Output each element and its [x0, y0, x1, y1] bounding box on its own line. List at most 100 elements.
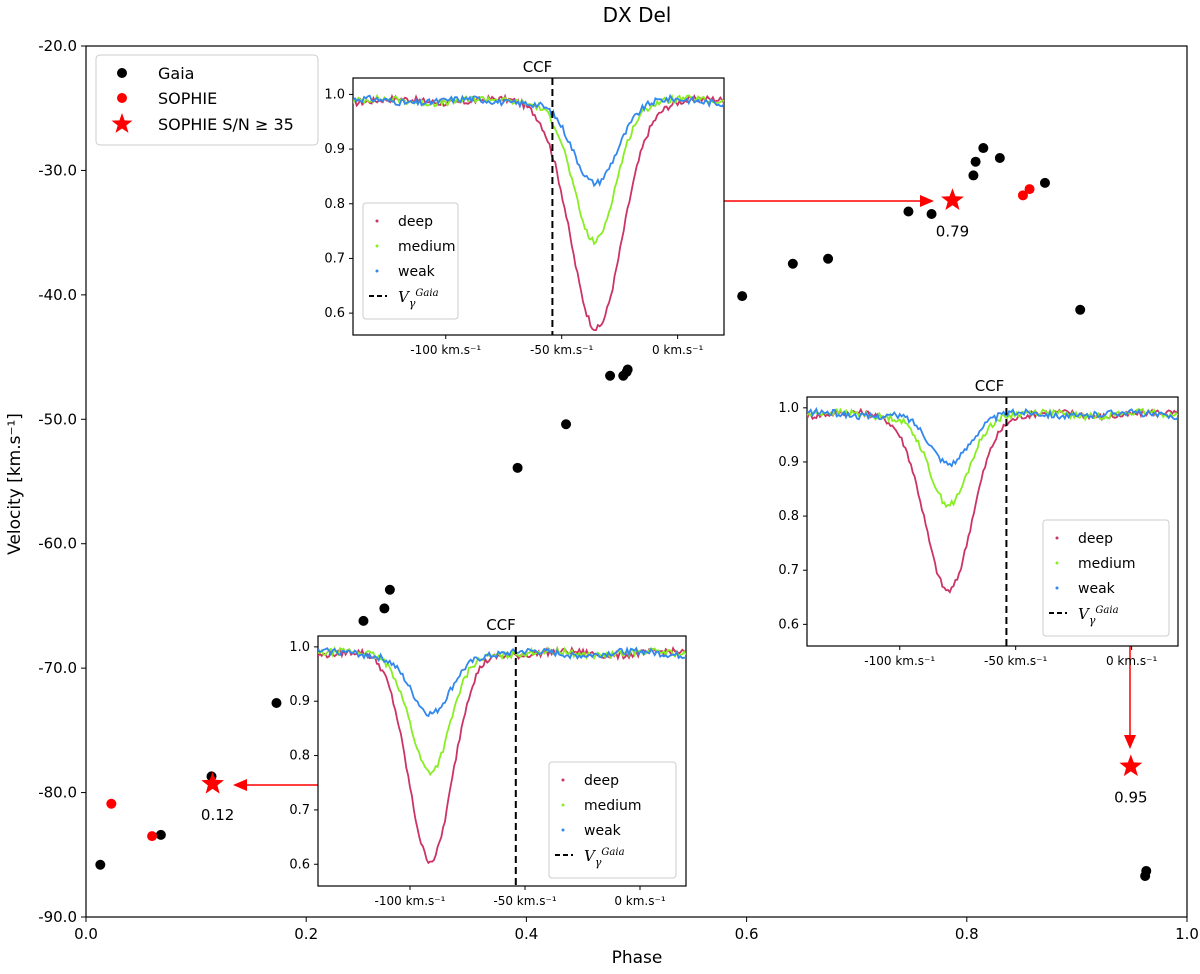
ccf-insets: CCF 0.6 0.7 0.8 0.9 1.0 -100 km.s⁻¹ -50 km.s⁻¹ 0… — [289, 58, 1179, 908]
gaia-point — [561, 419, 572, 430]
ccf-legend-marker — [375, 244, 379, 248]
ccf-legend-label: weak — [584, 823, 622, 839]
ccf-legend-vgamma-label: VγGaia — [1078, 605, 1119, 627]
legend-sophie-sn-label: SOPHIE S/N ≥ 35 — [158, 115, 294, 134]
x-axis-label: Phase — [612, 948, 663, 968]
ccf-weak-line — [353, 93, 724, 188]
ccf-legend-label: weak — [1078, 581, 1116, 597]
y-axis-label: Velocity [km.s⁻¹] — [5, 413, 25, 555]
gaia-point — [384, 584, 395, 595]
ccf-legend-label: medium — [1078, 556, 1136, 572]
gaia-point — [1141, 865, 1152, 876]
main-plot-frame — [85, 45, 1188, 918]
ccf-legend: deep medium weak VγGaia — [1042, 519, 1170, 637]
ccf-legend-vgamma-label: VγGaia — [584, 847, 625, 869]
ccf-y-tick-label: 1.0 — [289, 640, 310, 655]
legend-sophie-sn-marker — [111, 113, 133, 133]
ccf-x-tick-label: -50 km.s⁻¹ — [984, 654, 1047, 668]
ccf-curves — [807, 406, 1178, 594]
ccf-y-tick-label: 1.0 — [324, 87, 345, 102]
sophie-sn-star — [201, 771, 224, 794]
ccf-y-tick-label: 0.8 — [324, 197, 345, 212]
sophie-point — [1024, 184, 1035, 195]
ccf-weak-line — [318, 646, 686, 718]
ccf-legend-box — [1042, 519, 1170, 637]
ccf-legend-label: medium — [398, 239, 456, 255]
ccf-legend-marker — [1055, 586, 1059, 590]
ccf-legend-box — [362, 202, 459, 320]
gaia-point — [994, 152, 1005, 163]
ccf-legend-box — [548, 761, 677, 879]
ccf-inset: CCF 0.6 0.7 0.8 0.9 1.0 -100 km.s⁻¹ -50 km.s⁻¹ 0… — [324, 58, 725, 357]
sophie-point — [147, 831, 158, 842]
y-tick-label: -40.0 — [38, 286, 77, 304]
gaia-point — [823, 253, 834, 264]
gaia-point — [970, 156, 981, 167]
ccf-legend-label: deep — [398, 214, 433, 230]
main-data-points: 0.12 0.79 0.95 — [95, 143, 1152, 881]
gaia-point — [968, 170, 979, 181]
y-tick-label: -60.0 — [38, 535, 77, 553]
legend-sophie-marker — [117, 93, 127, 103]
gaia-point — [622, 364, 633, 375]
gaia-point — [1075, 304, 1086, 315]
ccf-weak-line — [807, 406, 1178, 468]
y-tick-label: -80.0 — [38, 784, 77, 802]
sophie-sn-star — [1119, 754, 1143, 777]
ccf-y-tick-label: 0.7 — [778, 563, 799, 578]
ccf-curves — [353, 93, 724, 331]
ccf-y-tick-label: 0.9 — [289, 694, 310, 709]
x-tick-label: 0.4 — [514, 925, 538, 943]
ccf-y-tick-label: 0.9 — [778, 455, 799, 470]
ccf-legend-marker — [1055, 561, 1059, 565]
ccf-x-tick-label: 0 km.s⁻¹ — [1106, 654, 1157, 668]
ccf-deep-line — [807, 407, 1178, 594]
ccf-y-tick-label: 1.0 — [778, 401, 799, 416]
ccf-y-tick-label: 0.8 — [289, 749, 310, 764]
gaia-point — [605, 370, 616, 381]
gaia-point — [1039, 177, 1050, 188]
sophie-point — [1017, 190, 1028, 201]
ccf-x-tick-label: -50 km.s⁻¹ — [493, 894, 556, 908]
arrow-bottom-head — [233, 779, 247, 791]
ccf-x-tick-label: -100 km.s⁻¹ — [864, 654, 935, 668]
gaia-point — [155, 829, 166, 840]
x-tick-label: 0.0 — [74, 925, 98, 943]
ccf-title: CCF — [975, 377, 1005, 395]
gaia-point — [737, 291, 748, 302]
main-axis-ticks: 0.0 0.2 0.4 0.6 0.8 1.0 -90.0 -80.0 -70.0 -60.0 -5… — [38, 37, 1199, 943]
gaia-point — [512, 462, 523, 473]
annotation-arrows — [233, 195, 1136, 791]
gaia-point — [95, 859, 106, 870]
phase-label: 0.12 — [201, 806, 234, 824]
x-tick-label: 0.8 — [955, 925, 979, 943]
ccf-legend-marker — [375, 269, 379, 273]
ccf-legend-marker — [561, 778, 565, 782]
ccf-x-tick-label: 0 km.s⁻¹ — [652, 343, 703, 357]
sophie-sn-star — [941, 188, 964, 210]
ccf-x-tick-label: -100 km.s⁻¹ — [410, 343, 481, 357]
x-tick-label: 1.0 — [1175, 925, 1199, 943]
ccf-inset: CCF 0.6 0.7 0.8 0.9 1.0 -100 km.s⁻¹ -50 km.s⁻¹ 0… — [778, 377, 1179, 668]
y-tick-label: -30.0 — [38, 161, 77, 179]
ccf-title: CCF — [523, 58, 553, 76]
gaia-point — [358, 615, 369, 626]
ccf-inset: CCF 0.6 0.7 0.8 0.9 1.0 -100 km.s⁻¹ -50 km.s⁻¹ 0… — [289, 616, 687, 908]
phase-label: 0.95 — [1114, 788, 1147, 806]
legend-gaia-label: Gaia — [158, 64, 194, 83]
ccf-legend: deep medium weak VγGaia — [548, 761, 677, 879]
ccf-legend-vgamma-label: VγGaia — [398, 288, 439, 310]
y-tick-label: -50.0 — [38, 410, 77, 428]
ccf-y-tick-label: 0.7 — [324, 251, 345, 266]
ccf-y-tick-label: 0.6 — [289, 857, 310, 872]
ccf-legend-marker — [561, 828, 565, 832]
y-tick-label: -90.0 — [38, 908, 77, 926]
legend-gaia-marker — [117, 68, 127, 78]
x-tick-label: 0.2 — [294, 925, 318, 943]
ccf-legend-marker — [561, 803, 565, 807]
ccf-legend-label: deep — [584, 773, 619, 789]
ccf-y-tick-label: 0.6 — [324, 306, 345, 321]
gaia-point — [271, 697, 282, 708]
ccf-curves — [318, 645, 686, 865]
